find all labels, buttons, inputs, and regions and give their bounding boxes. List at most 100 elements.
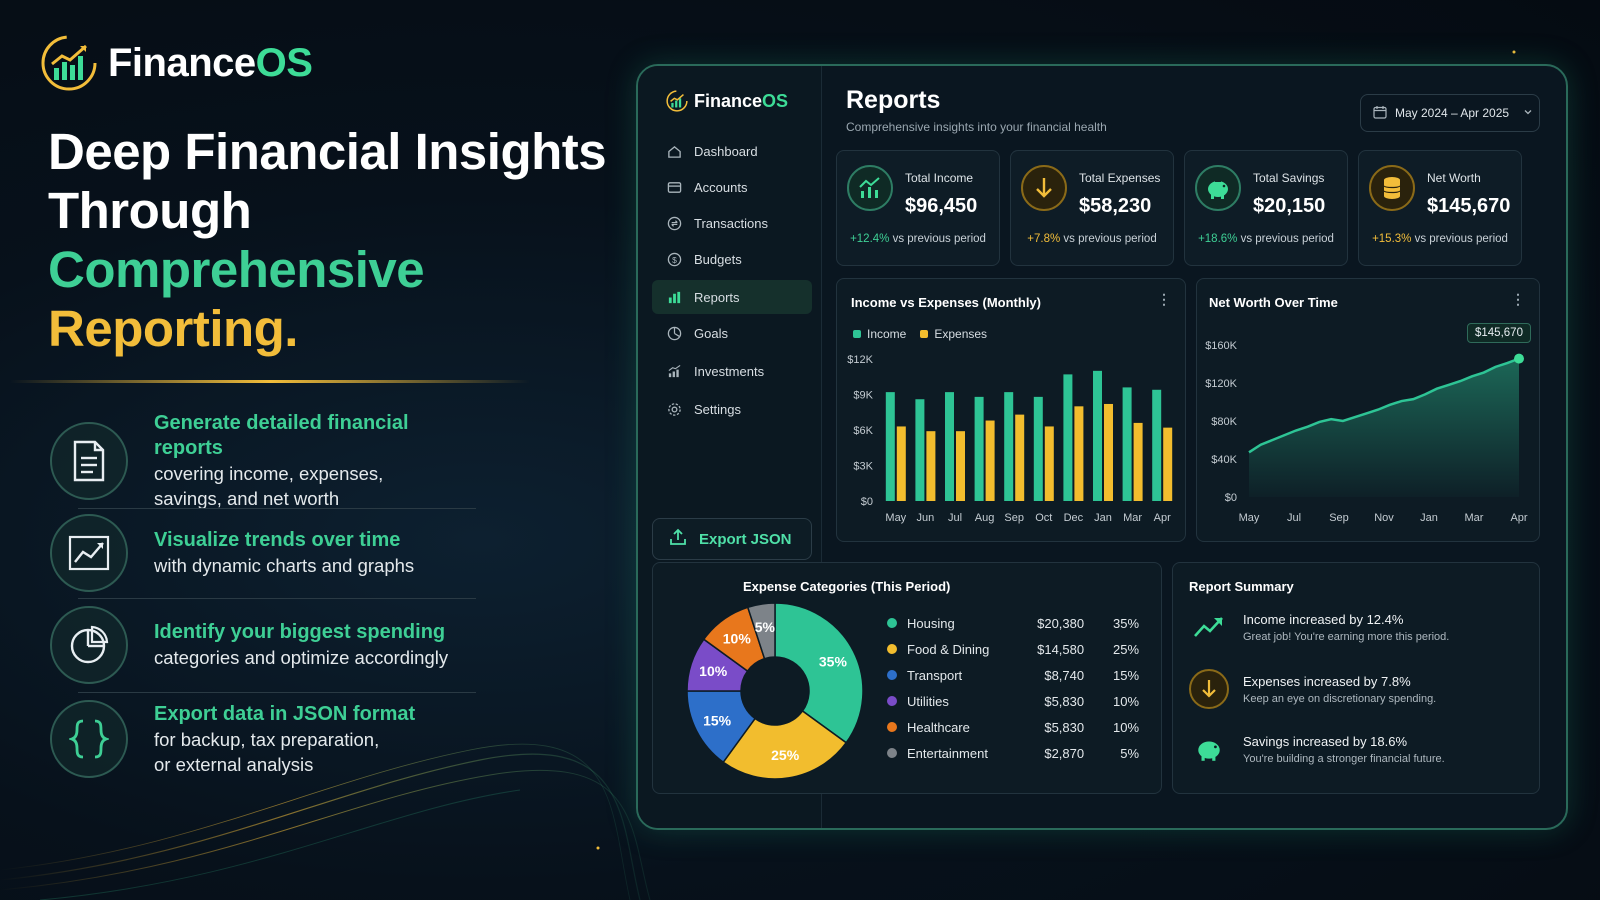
category-amount: $2,870 — [1044, 745, 1085, 761]
sidebar-item-accounts[interactable]: Accounts — [652, 170, 812, 204]
legend-income: Income — [853, 327, 906, 341]
x-tick-label: Jan — [1420, 512, 1438, 524]
calendar-icon — [1373, 105, 1387, 122]
y-tick-label: $3K — [853, 461, 873, 473]
category-row: Entertainment $2,870 5% — [887, 743, 1139, 763]
sidebar-item-transactions[interactable]: Transactions — [652, 206, 812, 240]
donut-slice-label: 5% — [755, 619, 776, 635]
feature-title: Identify your biggest spending — [154, 621, 446, 643]
category-percent: 15% — [1112, 667, 1140, 683]
x-tick-label: Mar — [1465, 512, 1484, 524]
bar-expenses — [985, 420, 995, 501]
category-amount: $14,580 — [1037, 641, 1085, 657]
y-tick-label: $120K — [1205, 378, 1237, 390]
x-tick-label: Jul — [948, 512, 962, 524]
category-percent: 10% — [1112, 719, 1140, 735]
category-name: Entertainment — [907, 745, 988, 761]
chart-legend: Income Expenses — [853, 327, 987, 341]
sidebar-item-dashboard[interactable]: Dashboard — [652, 134, 812, 168]
feature-title: Export data in JSON format — [154, 702, 416, 725]
headline-line-3: Comprehensive — [48, 241, 425, 298]
sidebar-item-label: Dashboard — [694, 143, 758, 159]
kpi-net-worth: Net Worth $145,670 +15.3% vs previous pe… — [1358, 150, 1522, 266]
x-tick-label: Apr — [1510, 512, 1527, 524]
more-options-icon[interactable]: ⋮ — [1511, 291, 1525, 307]
x-tick-label: Aug — [975, 512, 995, 524]
x-tick-label: Sep — [1329, 512, 1349, 524]
headline-line-2: Through — [48, 182, 252, 239]
financeos-logo-icon — [666, 90, 688, 112]
kpi-label: Total Savings — [1253, 171, 1325, 185]
summary-item-savings: Savings increased by 18.6% You're buildin… — [1189, 729, 1509, 769]
kpi-label: Total Expenses — [1079, 171, 1161, 185]
feature-reports: Generate detailed financial reports cove… — [50, 411, 480, 511]
coins-icon — [1369, 165, 1415, 211]
x-tick-label: Mar — [1123, 512, 1142, 524]
bar-income — [885, 392, 895, 501]
category-color-dot — [887, 670, 897, 680]
category-amount: $8,740 — [1044, 667, 1085, 683]
net-worth-end-point — [1514, 353, 1524, 364]
net-worth-end-label: $145,670 — [1467, 323, 1531, 343]
feature-subtitle: savings, and net worth — [154, 488, 340, 509]
y-tick-label: $40K — [1211, 454, 1237, 466]
feature-visualize: Visualize trends over time with dynamic … — [50, 514, 480, 592]
category-color-dot — [887, 748, 897, 758]
category-row: Utilities $5,830 10% — [887, 691, 1139, 711]
expense-categories-card: Expense Categories (This Period) 35% 25% 1… — [652, 562, 1162, 794]
upload-icon — [669, 528, 687, 550]
kpi-delta: +18.6% vs previous period — [1198, 233, 1334, 245]
bar-expenses — [1133, 422, 1143, 501]
summary-title: Expenses increased by 7.8% — [1243, 673, 1411, 689]
kpi-value: $58,230 — [1079, 195, 1152, 217]
x-tick-label: Apr — [1154, 512, 1171, 524]
category-color-dot — [887, 722, 897, 732]
donut-slice-label: 35% — [819, 653, 848, 669]
bar-income — [1122, 387, 1132, 501]
feature-divider — [78, 598, 476, 599]
sidebar-item-goals[interactable]: Goals — [652, 316, 812, 350]
chart-title: Net Worth Over Time — [1209, 295, 1338, 310]
export-json-button[interactable]: Export JSON — [652, 518, 812, 560]
arrow-down-icon — [1189, 669, 1229, 709]
growth-icon — [847, 165, 893, 211]
category-percent: 5% — [1120, 745, 1140, 761]
more-options-icon[interactable]: ⋮ — [1157, 291, 1171, 307]
bar-income — [1033, 396, 1043, 501]
donut-slice-label: 15% — [703, 713, 732, 729]
sidebar-item-investments[interactable]: Investments — [652, 354, 812, 388]
sidebar-item-settings[interactable]: Settings — [652, 392, 812, 426]
kpi-value: $20,150 — [1253, 195, 1326, 217]
feature-title: Generate detailed financial reports — [154, 412, 409, 459]
sidebar-item-reports[interactable]: Reports — [652, 280, 812, 314]
category-name: Utilities — [907, 693, 949, 709]
feature-divider — [78, 508, 476, 509]
y-tick-label: $0 — [1225, 492, 1237, 504]
headline-line-1: Deep Financial Insights — [48, 123, 607, 180]
kpi-total-expenses: Total Expenses $58,230 +7.8% vs previous… — [1010, 150, 1174, 266]
feature-subtitle: with dynamic charts and graphs — [154, 555, 415, 576]
sidebar-logo[interactable]: FinanceOS — [666, 90, 788, 112]
sidebar-item-budgets[interactable]: $ Budgets — [652, 242, 812, 276]
sidebar-item-label: Reports — [694, 289, 740, 305]
investments-icon — [666, 363, 682, 379]
hero-headline: Deep Financial Insights Through Comprehe… — [48, 122, 608, 358]
bar-expenses — [1044, 426, 1054, 501]
piggy-bank-icon — [1195, 165, 1241, 211]
report-summary-title: Report Summary — [1189, 579, 1294, 594]
x-tick-label: Jul — [1287, 512, 1301, 524]
sidebar-item-label: Investments — [694, 363, 765, 379]
summary-item-income: Income increased by 12.4% Great job! You'… — [1189, 607, 1509, 647]
net-worth-card: Net Worth Over Time ⋮ $145,670 $0 $40K $80… — [1196, 278, 1540, 542]
arrow-down-icon — [1021, 165, 1067, 211]
y-tick-label: $12K — [847, 354, 873, 366]
home-icon — [666, 143, 682, 159]
date-range-picker[interactable]: May 2024 – Apr 2025 — [1360, 94, 1540, 132]
summary-title: Savings increased by 18.6% — [1243, 733, 1408, 749]
bar-income — [1152, 389, 1162, 501]
x-tick-label: Dec — [1064, 512, 1084, 524]
date-range-value: May 2024 – Apr 2025 — [1395, 106, 1510, 120]
category-name: Food & Dining — [907, 641, 990, 657]
y-tick-label: $6K — [853, 425, 873, 437]
summary-subtitle: Great job! You're earning more this peri… — [1243, 630, 1450, 643]
